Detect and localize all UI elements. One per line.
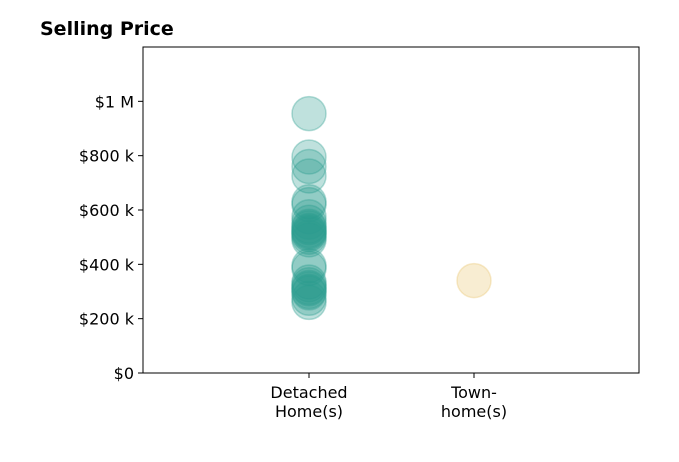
data-point xyxy=(291,95,327,132)
data-point xyxy=(291,264,327,300)
plot-frame xyxy=(142,46,640,374)
x-tick-label: Detached xyxy=(270,383,347,402)
chart-title: Selling Price xyxy=(40,18,174,40)
x-tick-label: home(s) xyxy=(441,402,507,421)
x-tick-label: Home(s) xyxy=(275,402,343,421)
data-point xyxy=(291,273,327,310)
data-point xyxy=(456,262,492,299)
data-point xyxy=(291,222,327,258)
data-point xyxy=(291,158,327,194)
plot-marks xyxy=(291,95,492,321)
data-point xyxy=(291,275,327,311)
y-tick-label: $400 k xyxy=(79,255,135,274)
data-point xyxy=(291,199,327,235)
data-point xyxy=(291,213,327,250)
data-point xyxy=(291,280,327,317)
data-point xyxy=(291,215,327,251)
x-tick-label: Town- xyxy=(450,383,497,402)
y-tick-label: $600 k xyxy=(79,201,135,220)
y-tick-label: $800 k xyxy=(79,147,135,166)
data-point xyxy=(291,208,327,245)
data-point xyxy=(291,212,327,249)
y-tick-label: $0 xyxy=(114,364,134,383)
data-point xyxy=(291,284,327,321)
data-point xyxy=(291,250,327,287)
data-point xyxy=(291,219,327,255)
data-point xyxy=(291,204,327,240)
data-point xyxy=(291,139,327,175)
data-point xyxy=(291,209,327,246)
y-axis: $0 $200 k $400 k $600 k $800 k $1 M xyxy=(79,92,143,383)
data-point xyxy=(291,271,327,307)
data-point xyxy=(291,184,327,220)
data-point xyxy=(291,186,327,223)
data-point xyxy=(291,269,327,306)
data-point xyxy=(291,247,327,284)
data-point xyxy=(291,266,327,303)
data-point xyxy=(291,148,327,185)
y-tick-label: $200 k xyxy=(79,310,135,329)
y-tick-label: $1 M xyxy=(95,92,134,111)
data-point xyxy=(291,216,327,253)
